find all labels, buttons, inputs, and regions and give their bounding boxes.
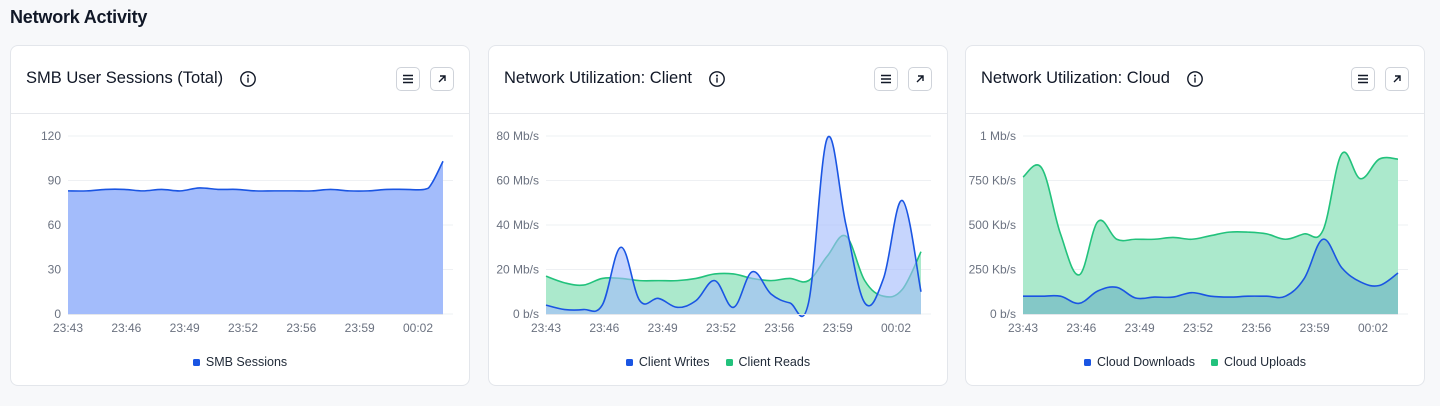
y-tick-label: 0 (54, 307, 61, 321)
legend-item-client-writes[interactable]: Client Writes (625, 355, 710, 369)
cloud-network-card: Network Utilization: Cloud 0 b/s 250 Kb/s… (965, 45, 1425, 386)
card-header: SMB User Sessions (Total) (11, 46, 469, 114)
x-tick-label: 23:59 (1300, 321, 1330, 335)
chart-legend: Cloud Downloads Cloud Uploads (966, 355, 1424, 369)
x-tick-label: 23:46 (111, 321, 141, 335)
client-network-card: Network Utilization: Client 0 b/s 20 Mb/s… (488, 45, 948, 386)
legend-label: SMB Sessions (205, 355, 288, 369)
series-line-cloud-downloads[interactable] (1022, 238, 1399, 305)
chart-legend: SMB Sessions (11, 355, 469, 369)
x-tick-label: 23:43 (1008, 321, 1038, 335)
series-area-cloud-uploads (1023, 152, 1398, 314)
menu-icon (881, 74, 891, 84)
x-tick-label: 23:46 (589, 321, 619, 335)
x-tick-label: 23:49 (170, 321, 200, 335)
legend-swatch (725, 358, 733, 366)
expand-icon (916, 75, 924, 83)
series-line-client-writes[interactable] (545, 135, 922, 318)
legend-swatch (1084, 358, 1091, 366)
y-tick-label: 60 Mb/s (496, 174, 539, 188)
legend-label: Client Writes (638, 355, 710, 369)
menu-icon (403, 74, 413, 84)
y-tick-label: 20 Mb/s (496, 263, 539, 277)
info-icon[interactable] (708, 70, 726, 88)
series-area-smb-sessions (68, 161, 443, 314)
legend-label: Client Reads (738, 355, 811, 369)
series-area-client-writes (546, 136, 921, 317)
y-tick-label: 120 (41, 129, 61, 143)
expand-button[interactable] (908, 67, 932, 91)
y-tick-label: 30 (48, 263, 62, 277)
legend-item-cloud-uploads[interactable]: Cloud Uploads (1210, 355, 1306, 369)
x-tick-label: 23:59 (345, 321, 375, 335)
x-tick-label: 23:43 (531, 321, 561, 335)
card-title: SMB User Sessions (Total) (26, 69, 224, 87)
y-tick-label: 0 b/s (990, 307, 1016, 321)
x-tick-label: 23:52 (228, 321, 258, 335)
expand-icon (1393, 75, 1401, 83)
chart-svg: 0 b/s 20 Mb/s 40 Mb/s 60 Mb/s 80 Mb/s 23:43 23… (496, 129, 931, 335)
y-tick-label: 60 (48, 218, 62, 232)
legend-swatch (625, 358, 633, 366)
x-tick-label: 23:43 (53, 321, 83, 335)
legend-swatch (1210, 358, 1218, 366)
series-line-smb-sessions[interactable] (67, 160, 444, 192)
x-tick-label: 23:56 (286, 321, 316, 335)
page-title: Network Activity (10, 7, 148, 27)
series-area-cloud-downloads (1023, 239, 1398, 314)
x-tick-label: 00:02 (881, 321, 911, 335)
x-tick-label: 23:52 (1183, 321, 1213, 335)
card-title: Network Utilization: Client (504, 69, 692, 87)
x-tick-label: 23:59 (823, 321, 853, 335)
x-tick-label: 00:02 (1358, 321, 1388, 335)
x-tick-label: 23:46 (1066, 321, 1096, 335)
series-line-client-reads[interactable] (545, 234, 922, 298)
legend-item-smb-sessions[interactable]: SMB Sessions (192, 355, 288, 369)
menu-icon (1358, 74, 1368, 84)
y-tick-label: 90 (48, 174, 62, 188)
legend-label: Cloud Uploads (1223, 355, 1306, 369)
info-icon[interactable] (1186, 70, 1204, 88)
y-tick-label: 1 Mb/s (980, 129, 1016, 143)
card-title: Network Utilization: Cloud (981, 69, 1170, 87)
card-header: Network Utilization: Cloud (966, 46, 1424, 114)
legend-swatch (192, 358, 200, 366)
x-tick-label: 23:56 (1241, 321, 1271, 335)
legend-label: Cloud Downloads (1097, 355, 1195, 369)
smb-sessions-card: SMB User Sessions (Total) 0 30 60 90 120 23:4… (10, 45, 470, 386)
expand-button[interactable] (1385, 67, 1409, 91)
x-tick-label: 00:02 (403, 321, 433, 335)
legend-item-cloud-downloads[interactable]: Cloud Downloads (1084, 355, 1195, 369)
menu-button[interactable] (396, 67, 420, 91)
expand-button[interactable] (430, 67, 454, 91)
chart-svg: 0 30 60 90 120 23:43 23:46 23:49 23:52 23:56 23:59… (41, 129, 453, 335)
menu-button[interactable] (1351, 67, 1375, 91)
info-icon[interactable] (239, 70, 257, 88)
y-tick-label: 40 Mb/s (496, 218, 539, 232)
x-tick-label: 23:56 (764, 321, 794, 335)
card-header: Network Utilization: Client (489, 46, 947, 114)
y-tick-label: 80 Mb/s (496, 129, 539, 143)
y-tick-label: 250 Kb/s (969, 263, 1016, 277)
menu-button[interactable] (874, 67, 898, 91)
series-line-cloud-uploads[interactable] (1022, 151, 1399, 276)
legend-item-client-reads[interactable]: Client Reads (725, 355, 811, 369)
y-tick-label: 500 Kb/s (969, 218, 1016, 232)
x-tick-label: 23:49 (648, 321, 678, 335)
x-tick-label: 23:52 (706, 321, 736, 335)
chart-svg: 0 b/s 250 Kb/s 500 Kb/s 750 Kb/s 1 Mb/s 23:43… (969, 129, 1408, 335)
x-tick-label: 23:49 (1125, 321, 1155, 335)
expand-icon (438, 75, 446, 83)
y-tick-label: 0 b/s (513, 307, 539, 321)
y-tick-label: 750 Kb/s (969, 174, 1016, 188)
chart-legend: Client Writes Client Reads (489, 355, 947, 369)
